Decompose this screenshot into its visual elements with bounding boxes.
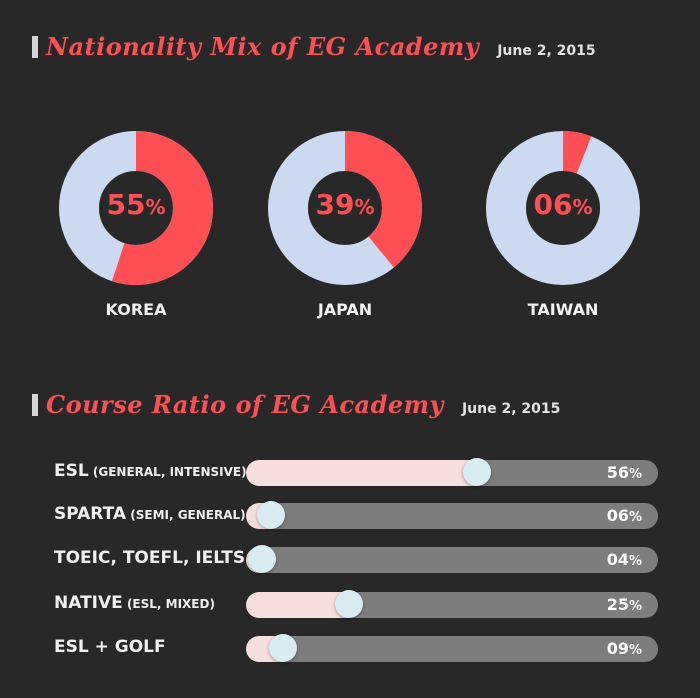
course-title-marker (32, 394, 38, 416)
bar-track (246, 460, 658, 486)
bar-category-label: ESL + GOLF (54, 637, 166, 657)
bar-knob (335, 590, 363, 618)
bar-value-label: 56% (606, 463, 642, 482)
bar-category-label: NATIVE (ESL, MIXED) (54, 593, 215, 613)
course-section-header: Course Ratio of EG Academy June 2, 2015 (46, 390, 560, 419)
donut-value-korea: 55% (106, 188, 166, 221)
bar-value-label: 06% (606, 506, 642, 525)
bar-track (246, 592, 658, 618)
nationality-chart-title: Nationality Mix of EG Academy (46, 32, 480, 61)
nationality-title-marker (32, 36, 38, 58)
donut-label-japan: JAPAN (317, 300, 373, 319)
course-chart-title: Course Ratio of EG Academy (46, 390, 444, 419)
bar-category-sublabel: (SEMI, GENERAL) (126, 508, 246, 522)
bar-track (246, 636, 658, 662)
donut-label-korea: KOREA (105, 300, 167, 319)
bar-fill (246, 460, 477, 486)
bar-category-label: SPARTA (SEMI, GENERAL) (54, 504, 246, 524)
course-chart-date: June 2, 2015 (461, 401, 561, 417)
bar-knob (462, 458, 491, 486)
donut-value-japan: 39% (315, 188, 375, 221)
bar-row: ESL + GOLF 09% (0, 634, 700, 664)
bar-value-label: 09% (606, 639, 642, 658)
bar-knob (256, 501, 285, 529)
bar-track (246, 503, 658, 529)
bar-row: ESL (GENERAL, INTENSIVE) 56% (0, 458, 700, 488)
bar-track (246, 547, 658, 573)
bar-category-label: TOEIC, TOEFL, IELTS (54, 548, 246, 568)
donut-slice-taiwan (486, 131, 640, 285)
nationality-donut-charts (59, 131, 640, 285)
bar-fill (246, 592, 349, 618)
bar-category-label: ESL (GENERAL, INTENSIVE) (54, 461, 247, 481)
donut-label-taiwan: TAIWAN (527, 300, 599, 319)
donut-slice-korea (59, 131, 213, 285)
bar-knob (248, 545, 277, 573)
donut-slice-japan (268, 131, 422, 285)
bar-value-label: 04% (606, 550, 642, 569)
bar-row: NATIVE (ESL, MIXED) 25% (0, 590, 700, 620)
nationality-chart-date: June 2, 2015 (497, 43, 596, 59)
nationality-section-header: Nationality Mix of EG Academy June 2, 20… (46, 32, 596, 61)
bar-category-sublabel: (ESL, MIXED) (122, 597, 215, 611)
bar-category-sublabel: (GENERAL, INTENSIVE) (88, 465, 247, 479)
bar-value-label: 25% (606, 595, 642, 614)
donut-value-taiwan: 06% (533, 188, 593, 221)
bar-knob (269, 634, 298, 662)
bar-row: SPARTA (SEMI, GENERAL) 06% (0, 501, 700, 531)
bar-row: TOEIC, TOEFL, IELTS 04% (0, 545, 700, 575)
